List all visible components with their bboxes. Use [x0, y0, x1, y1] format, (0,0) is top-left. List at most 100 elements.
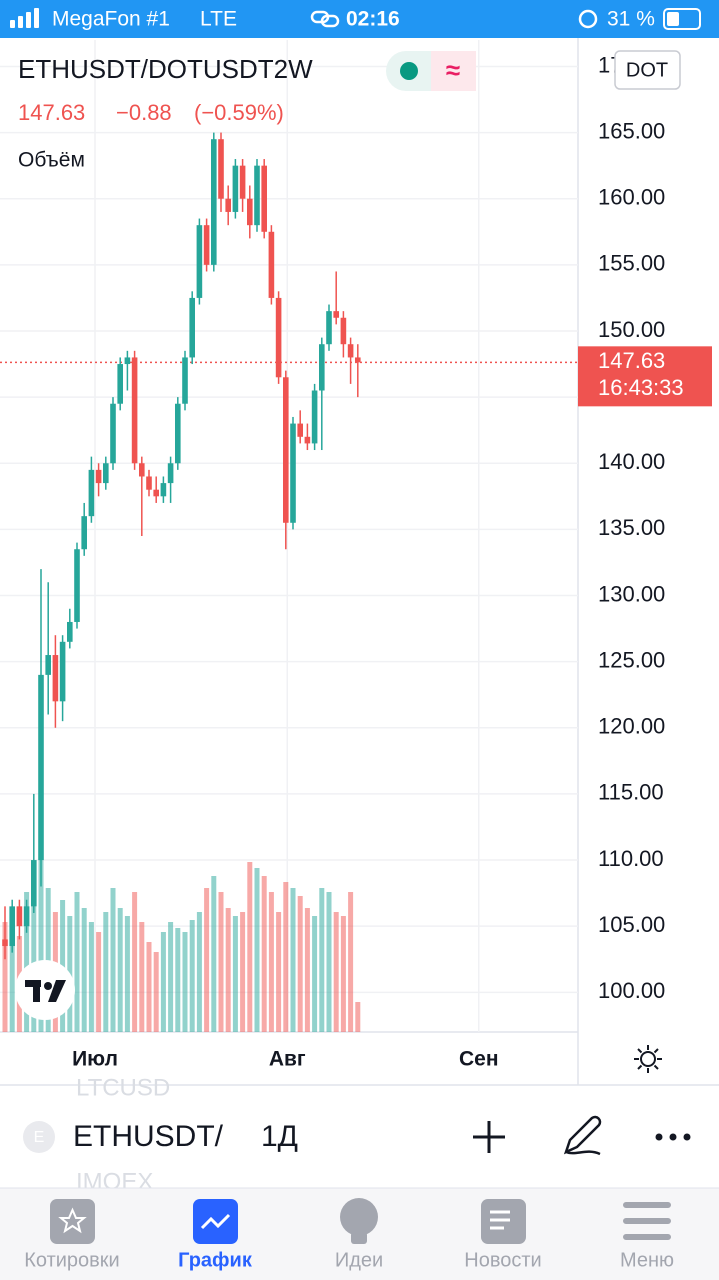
- x-tick-label: Июл: [72, 1048, 118, 1071]
- volume-bar: [283, 882, 289, 1032]
- x-tick-label: Сен: [459, 1048, 499, 1071]
- candle-body: [275, 297, 282, 378]
- volume-bar: [182, 932, 188, 1032]
- volume-bar: [276, 912, 282, 1032]
- y-tick-label: 125.00: [598, 647, 665, 672]
- draw-button[interactable]: [563, 1115, 602, 1156]
- candle-body: [67, 621, 73, 642]
- last-price-label: 147.63: [598, 348, 665, 373]
- candle-body: [45, 655, 51, 675]
- candle-body: [326, 311, 332, 345]
- bulb-base: [351, 1232, 367, 1244]
- volume-bar: [110, 888, 116, 1032]
- candle-body: [211, 139, 217, 265]
- candle-body: [340, 317, 347, 345]
- scale-button[interactable]: [614, 50, 681, 90]
- volume-bar: [304, 908, 310, 1032]
- candle-body: [146, 476, 152, 490]
- y-tick-label: 110.00: [598, 846, 664, 871]
- volume-bar: [297, 896, 303, 1032]
- candle-body: [355, 357, 361, 363]
- add-button[interactable]: [473, 1121, 505, 1153]
- volume-bar: [24, 892, 30, 1032]
- volume-bar: [103, 912, 109, 1032]
- status-pill-right: [431, 51, 476, 91]
- candle-body: [232, 165, 239, 212]
- clock: 02:16: [346, 8, 400, 31]
- candle-body: [225, 198, 231, 212]
- tab-icon-quotes[interactable]: [50, 1199, 95, 1244]
- candle-body: [196, 225, 203, 298]
- indicator-label[interactable]: Объём: [18, 149, 85, 172]
- tab-icon-ideas[interactable]: [340, 1198, 378, 1236]
- logo-badge: [15, 960, 75, 1020]
- candle-body: [2, 939, 8, 947]
- volume-bar: [2, 922, 8, 1032]
- tab-label[interactable]: Меню: [620, 1249, 674, 1271]
- carrier: MegaFon #1: [52, 8, 170, 31]
- volume-bar: [31, 872, 37, 1032]
- settings-icon[interactable]: [634, 1045, 662, 1073]
- status-bar: [0, 0, 719, 38]
- candle-body: [23, 906, 30, 927]
- volume-bar: [211, 876, 217, 1032]
- star: [58, 1207, 87, 1234]
- candle-body: [319, 344, 325, 391]
- volume-bar: [268, 892, 274, 1032]
- symbol-icon: [23, 1121, 55, 1153]
- x-tick-label: Авг: [269, 1048, 306, 1071]
- grid: [0, 40, 578, 1032]
- candle-body: [103, 463, 109, 484]
- tab-label[interactable]: Котировки: [24, 1249, 119, 1271]
- candle-body: [218, 139, 224, 199]
- volume-bar: [168, 922, 174, 1032]
- candle-body: [139, 463, 145, 477]
- signal-icon: [10, 8, 39, 28]
- candle-body: [52, 655, 59, 702]
- more-button[interactable]: [655, 1133, 691, 1141]
- volume-bar: [132, 892, 138, 1032]
- tab-label[interactable]: График: [178, 1249, 253, 1271]
- candle-body: [203, 225, 210, 265]
- volume-bar: [348, 892, 354, 1032]
- candle-body: [117, 364, 123, 404]
- candle-body: [110, 403, 116, 464]
- candle-body: [175, 403, 181, 464]
- volume-bar: [247, 862, 253, 1032]
- volume-bar: [38, 842, 44, 1032]
- tab-label[interactable]: Идеи: [335, 1249, 383, 1271]
- volume-bar: [175, 928, 181, 1032]
- candle-body: [333, 311, 339, 318]
- candle-body: [283, 377, 289, 523]
- y-tick-label: 105.00: [598, 912, 665, 937]
- volume-bar: [74, 892, 80, 1032]
- scale-button-label: DOT: [626, 59, 668, 81]
- ghost-symbol-above: LTCUSD: [76, 1074, 170, 1101]
- volume-bar: [9, 908, 15, 1032]
- candle-body: [268, 231, 275, 298]
- symbol-title[interactable]: ETHUSDT/DOTUSDT2W: [18, 54, 313, 84]
- volume-bar: [153, 952, 159, 1032]
- link-icon: [310, 10, 340, 28]
- y-tick-label: 100.00: [598, 978, 665, 1003]
- volume-bar: [96, 932, 102, 1032]
- tab-icon-menu[interactable]: [623, 1202, 671, 1240]
- candle-body: [95, 469, 102, 484]
- candle-body: [347, 344, 354, 358]
- y-tick-label: 165.00: [598, 118, 665, 143]
- y-tick-label: 135.00: [598, 515, 665, 540]
- battery-text: 31 %: [607, 8, 655, 31]
- candle-body: [311, 390, 318, 444]
- volume-bar: [117, 908, 123, 1032]
- candle-body: [297, 423, 303, 437]
- toolbar-symbol[interactable]: ETHUSDT/: [73, 1120, 224, 1153]
- candle-body: [189, 297, 195, 358]
- logo: [25, 980, 66, 1002]
- toolbar-interval[interactable]: 1Д: [261, 1120, 298, 1153]
- volume-bar: [312, 916, 318, 1032]
- candle-body: [31, 860, 37, 907]
- volume-bar: [160, 932, 166, 1032]
- tab-label[interactable]: Новости: [464, 1249, 541, 1271]
